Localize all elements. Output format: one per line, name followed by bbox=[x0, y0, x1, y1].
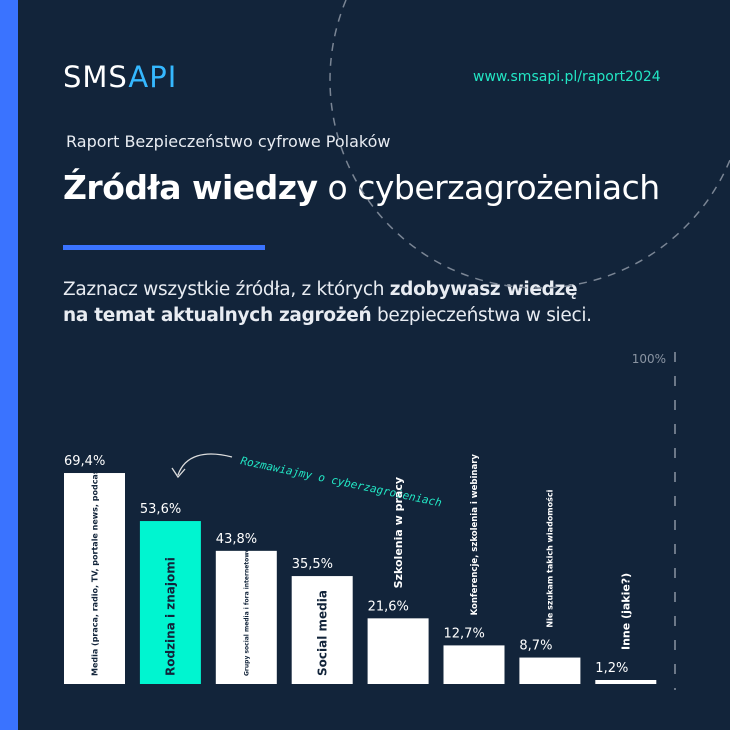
category-label: Nie szukam takich wiadomości bbox=[545, 489, 555, 627]
value-label: 53,6% bbox=[140, 502, 181, 517]
value-label: 21,6% bbox=[368, 599, 409, 614]
bar bbox=[443, 645, 505, 684]
category-label: Szkolenia w pracy bbox=[392, 477, 405, 588]
bar bbox=[215, 550, 277, 684]
value-label: 8,7% bbox=[519, 639, 552, 654]
report-subtitle: Raport Bezpieczeństwo cyfrowe Polaków bbox=[66, 132, 391, 151]
accent-stripe bbox=[0, 0, 18, 730]
category-label: Social media bbox=[315, 590, 329, 676]
title-bold: Źródła wiedzy bbox=[63, 168, 318, 207]
smsapi-logo: SMSAPI bbox=[63, 60, 177, 94]
value-label: 43,8% bbox=[216, 532, 257, 547]
title-rest: o cyberzagrożeniach bbox=[317, 168, 661, 207]
category-label: Rodzina i znajomi bbox=[164, 557, 178, 676]
max-label: 100% bbox=[632, 352, 666, 366]
bar bbox=[64, 473, 125, 684]
value-label: 12,7% bbox=[444, 626, 485, 641]
q-bold: zdobywasz wiedzę bbox=[389, 279, 578, 300]
page-title: Źródła wiedzy o cyberzagrożeniach bbox=[63, 168, 660, 207]
value-label: 1,2% bbox=[595, 661, 628, 676]
q-text: Zaznacz wszystkie źródła, z których bbox=[63, 279, 390, 300]
arrowhead-icon bbox=[171, 467, 186, 479]
report-url[interactable]: www.smsapi.pl/raport2024 bbox=[473, 69, 661, 85]
category-label: Grupy social media i fora internetowe bbox=[243, 548, 250, 676]
bar bbox=[595, 680, 657, 684]
bar bbox=[139, 521, 201, 684]
q-text: bezpieczeństwa w sieci. bbox=[371, 305, 592, 326]
q-bold: na temat aktualnych zagrożeń bbox=[63, 305, 372, 326]
arrow-icon bbox=[177, 453, 233, 476]
decorative-arc bbox=[329, 0, 730, 289]
category-label: Konferencje, szkolenia i webinary bbox=[470, 454, 480, 616]
category-label: Media (praca, radio, TV, portale news, p… bbox=[90, 462, 99, 676]
bar bbox=[519, 657, 581, 684]
value-label: 35,5% bbox=[292, 557, 333, 572]
value-label: 69,4% bbox=[64, 454, 105, 469]
annotation-text: Rozmawiajmy o cyberzagrożeniach bbox=[239, 454, 443, 509]
bar bbox=[367, 618, 429, 684]
divider bbox=[63, 245, 265, 250]
bar bbox=[291, 576, 353, 684]
survey-question: Zaznacz wszystkie źródła, z których zdob… bbox=[63, 277, 592, 329]
category-label: Inne (jakie?) bbox=[620, 573, 633, 650]
logo-part: SMS bbox=[63, 60, 129, 94]
logo-part: API bbox=[128, 60, 178, 94]
